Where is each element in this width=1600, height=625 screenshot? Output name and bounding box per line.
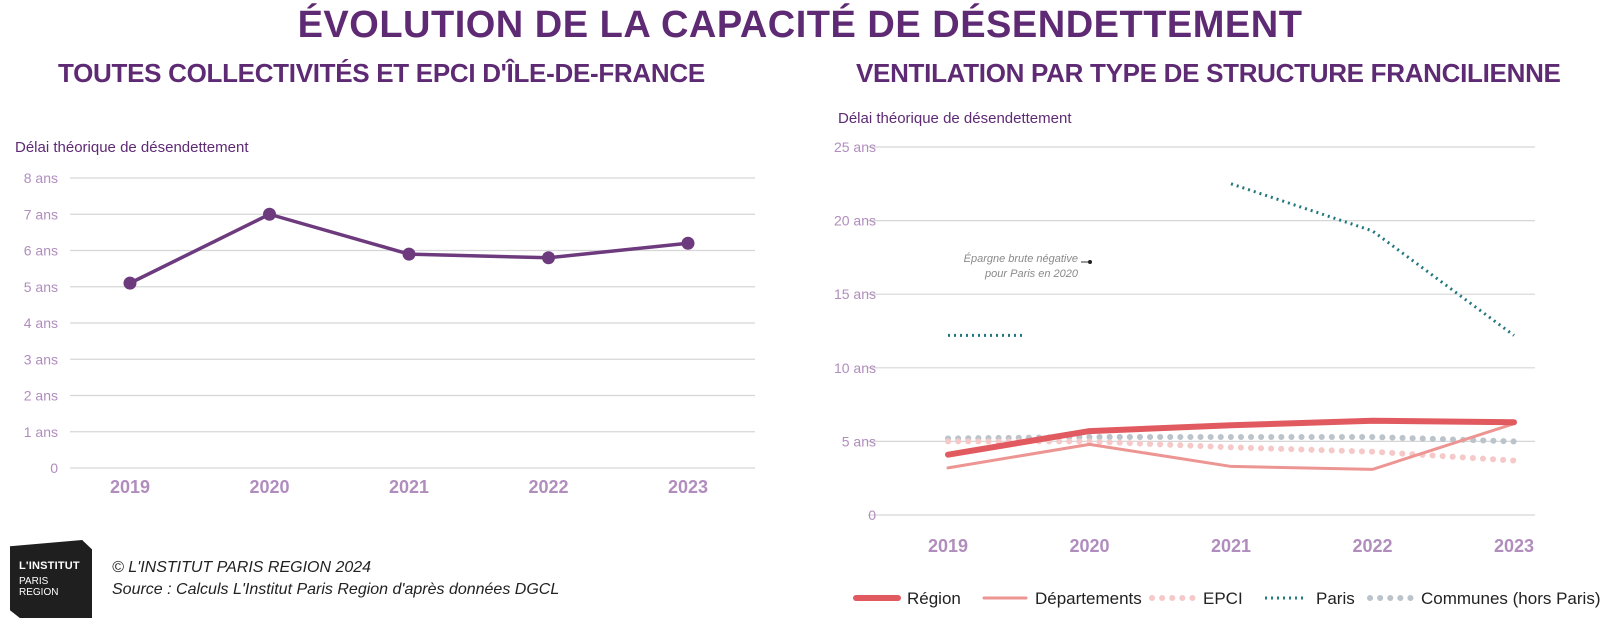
left-x-tick-label: 2021: [389, 477, 429, 497]
right-x-tick-label: 2021: [1211, 536, 1251, 556]
series-line-communes-hors-paris-: [945, 433, 1517, 445]
left-y-tick-label: 5 ans: [24, 279, 58, 295]
left-chart: Délai théorique de désendettement 0 1 ans 2…: [15, 139, 755, 497]
copyright-text: © L'INSTITUT PARIS REGION 2024: [112, 559, 372, 576]
right-y-tick-label: 20 ans: [834, 213, 876, 229]
legend-label-communes-hors-paris-: Communes (hors Paris): [1421, 589, 1600, 608]
left-data-point: [681, 236, 695, 250]
left-x-tick-label: 2022: [528, 477, 568, 497]
series-line-d-partements: [946, 422, 1516, 471]
series-line-paris: [1230, 182, 1515, 337]
institut-logo: L'INSTITUT PARIS REGION: [10, 540, 92, 618]
left-chart-title: TOUTES COLLECTIVITÉS ET EPCI D'ÎLE-DE-FR…: [58, 58, 705, 88]
footer-credits: © L'INSTITUT PARIS REGION 2024 Source : …: [112, 557, 559, 601]
right-y-tick-label: 25 ans: [834, 139, 876, 155]
left-y-tick-label: 8 ans: [24, 170, 58, 186]
right-x-tick-label: 2020: [1069, 536, 1109, 556]
left-y-tick-label: 3 ans: [24, 351, 58, 367]
legend-label-r-gion: Région: [907, 589, 961, 608]
right-y-tick-label: 5 ans: [842, 433, 876, 449]
left-x-tick-label: 2023: [668, 477, 708, 497]
source-text: Source : Calculs L'Institut Paris Region…: [112, 581, 560, 598]
right-x-tick-label: 2023: [1494, 536, 1534, 556]
left-x-tick-label: 2019: [110, 477, 150, 497]
left-data-point: [123, 276, 137, 290]
series-line-r-gion: [945, 417, 1517, 458]
right-x-tick-label: 2019: [928, 536, 968, 556]
left-y-tick-label: 4 ans: [24, 315, 58, 331]
right-chart: Délai théorique de désendettement 0 5 ans 1…: [834, 110, 1600, 608]
annotation-line2: pour Paris en 2020: [984, 268, 1079, 280]
right-chart-title: VENTILATION PAR TYPE DE STRUCTURE FRANCI…: [856, 58, 1561, 88]
right-y-tick-label: 10 ans: [834, 360, 876, 376]
legend-label-d-partements: Départements: [1035, 589, 1142, 608]
left-data-point: [542, 251, 555, 265]
left-y-tick-label: 6 ans: [24, 243, 58, 259]
left-x-tick-label: 2020: [249, 477, 289, 497]
right-y-tick-label: 0: [868, 507, 876, 523]
right-y-tick-label: 15 ans: [834, 286, 876, 302]
left-data-point: [263, 207, 276, 221]
annotation-line1: Épargne brute négative: [964, 252, 1078, 265]
left-y-tick-label: 2 ans: [24, 388, 58, 404]
left-y-tick-label: 0: [50, 460, 58, 476]
logo-line2: PARIS: [19, 576, 49, 587]
left-data-point: [402, 247, 416, 261]
logo-line3: REGION: [19, 587, 59, 598]
left-y-axis-label: Délai théorique de désendettement: [15, 139, 249, 156]
right-x-tick-label: 2022: [1352, 536, 1392, 556]
logo-line2-3: PARIS REGION: [19, 576, 58, 598]
annotation-pointer-dot: [1088, 260, 1092, 264]
legend-label-epci: EPCI: [1203, 589, 1243, 608]
logo-line1: L'INSTITUT: [19, 560, 80, 572]
left-y-tick-label: 7 ans: [24, 206, 58, 222]
legend-label-paris: Paris: [1316, 589, 1355, 608]
page-title: ÉVOLUTION DE LA CAPACITÉ DE DÉSENDETTEME…: [297, 4, 1303, 46]
right-y-axis-label: Délai théorique de désendettement: [838, 110, 1072, 127]
left-y-tick-label: 1 ans: [24, 424, 58, 440]
